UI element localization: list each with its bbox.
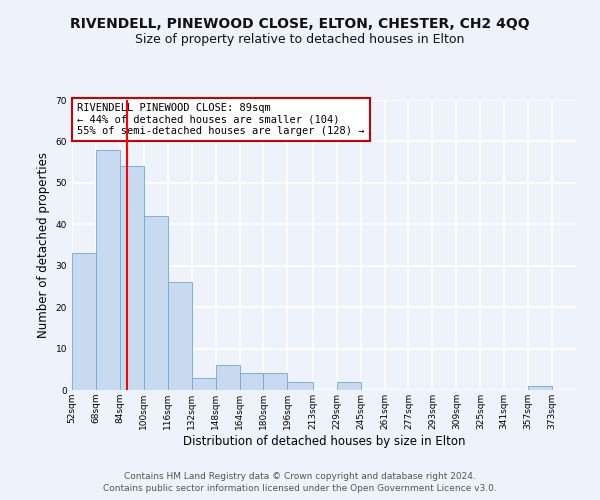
Text: RIVENDELL PINEWOOD CLOSE: 89sqm
← 44% of detached houses are smaller (104)
55% o: RIVENDELL PINEWOOD CLOSE: 89sqm ← 44% of…: [77, 103, 365, 136]
Text: Contains public sector information licensed under the Open Government Licence v3: Contains public sector information licen…: [103, 484, 497, 493]
Bar: [287, 382, 313, 390]
Bar: [337, 382, 361, 390]
Text: Contains HM Land Registry data © Crown copyright and database right 2024.: Contains HM Land Registry data © Crown c…: [124, 472, 476, 481]
Bar: [191, 378, 215, 390]
Bar: [144, 216, 168, 390]
Bar: [263, 374, 287, 390]
Text: RIVENDELL, PINEWOOD CLOSE, ELTON, CHESTER, CH2 4QQ: RIVENDELL, PINEWOOD CLOSE, ELTON, CHESTE…: [70, 18, 530, 32]
Bar: [168, 282, 191, 390]
Bar: [528, 386, 552, 390]
Bar: [72, 254, 96, 390]
X-axis label: Distribution of detached houses by size in Elton: Distribution of detached houses by size …: [183, 434, 465, 448]
Bar: [239, 374, 263, 390]
Y-axis label: Number of detached properties: Number of detached properties: [37, 152, 50, 338]
Bar: [215, 365, 239, 390]
Bar: [120, 166, 144, 390]
Bar: [96, 150, 120, 390]
Text: Size of property relative to detached houses in Elton: Size of property relative to detached ho…: [136, 32, 464, 46]
